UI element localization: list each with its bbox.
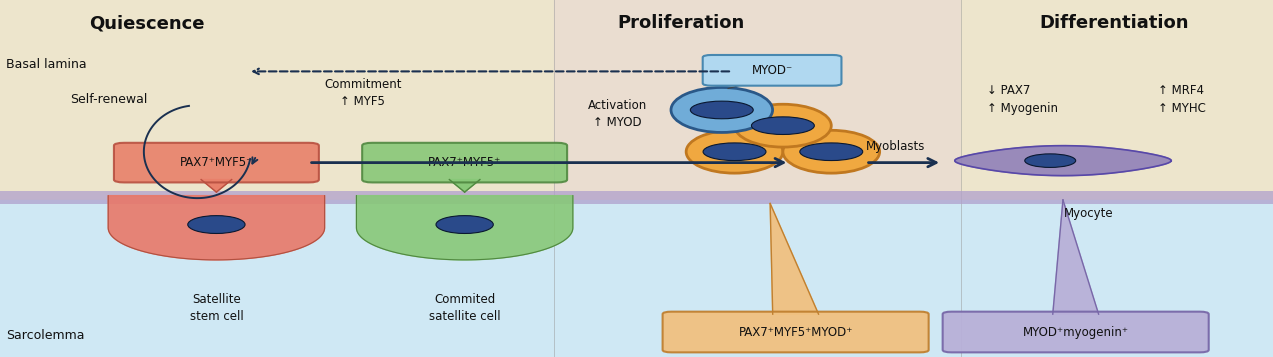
Polygon shape [449, 180, 480, 192]
Text: ↓ PAX7
↑ Myogenin: ↓ PAX7 ↑ Myogenin [987, 85, 1058, 115]
FancyBboxPatch shape [362, 143, 566, 182]
Ellipse shape [671, 87, 773, 132]
Text: Commitment
↑ MYF5: Commitment ↑ MYF5 [325, 78, 401, 108]
Text: Activation
↑ MYOD: Activation ↑ MYOD [588, 99, 647, 129]
FancyBboxPatch shape [703, 55, 841, 86]
Text: Myocyte: Myocyte [1064, 207, 1113, 220]
Text: PAX7⁺MYF5⁻: PAX7⁺MYF5⁻ [179, 156, 253, 169]
Circle shape [799, 143, 863, 161]
Text: Self-renewal: Self-renewal [70, 94, 148, 106]
Circle shape [751, 117, 815, 135]
FancyBboxPatch shape [0, 191, 1273, 203]
Text: Satellite
stem cell: Satellite stem cell [190, 293, 243, 323]
Text: Sarcolemma: Sarcolemma [6, 329, 85, 342]
Polygon shape [108, 196, 325, 260]
Polygon shape [356, 196, 573, 260]
Text: MYOD⁺myogenin⁺: MYOD⁺myogenin⁺ [1022, 326, 1129, 338]
FancyBboxPatch shape [662, 312, 928, 352]
Circle shape [690, 101, 754, 119]
Polygon shape [955, 146, 1171, 176]
Text: Basal lamina: Basal lamina [6, 58, 87, 71]
Text: ↑ MRF4
↑ MYHC: ↑ MRF4 ↑ MYHC [1158, 85, 1207, 115]
Ellipse shape [686, 130, 783, 173]
Text: PAX7⁺MYF5⁺MYOD⁺: PAX7⁺MYF5⁺MYOD⁺ [738, 326, 853, 338]
FancyBboxPatch shape [115, 143, 318, 182]
Text: Quiescence: Quiescence [89, 14, 205, 32]
Text: Commited
satellite cell: Commited satellite cell [429, 293, 500, 323]
Ellipse shape [188, 216, 244, 233]
Text: Proliferation: Proliferation [617, 14, 745, 32]
Circle shape [703, 143, 766, 161]
Ellipse shape [735, 104, 831, 147]
Polygon shape [770, 203, 819, 314]
Polygon shape [201, 180, 232, 192]
Ellipse shape [435, 216, 493, 233]
Text: PAX7⁺MYF5⁺: PAX7⁺MYF5⁺ [428, 156, 502, 169]
Text: Myoblasts: Myoblasts [866, 140, 925, 153]
Ellipse shape [1025, 154, 1076, 167]
Polygon shape [1053, 200, 1099, 314]
FancyBboxPatch shape [942, 312, 1208, 352]
Text: MYOD⁻: MYOD⁻ [751, 64, 793, 77]
Text: Differentiation: Differentiation [1039, 14, 1189, 32]
Ellipse shape [783, 130, 880, 173]
